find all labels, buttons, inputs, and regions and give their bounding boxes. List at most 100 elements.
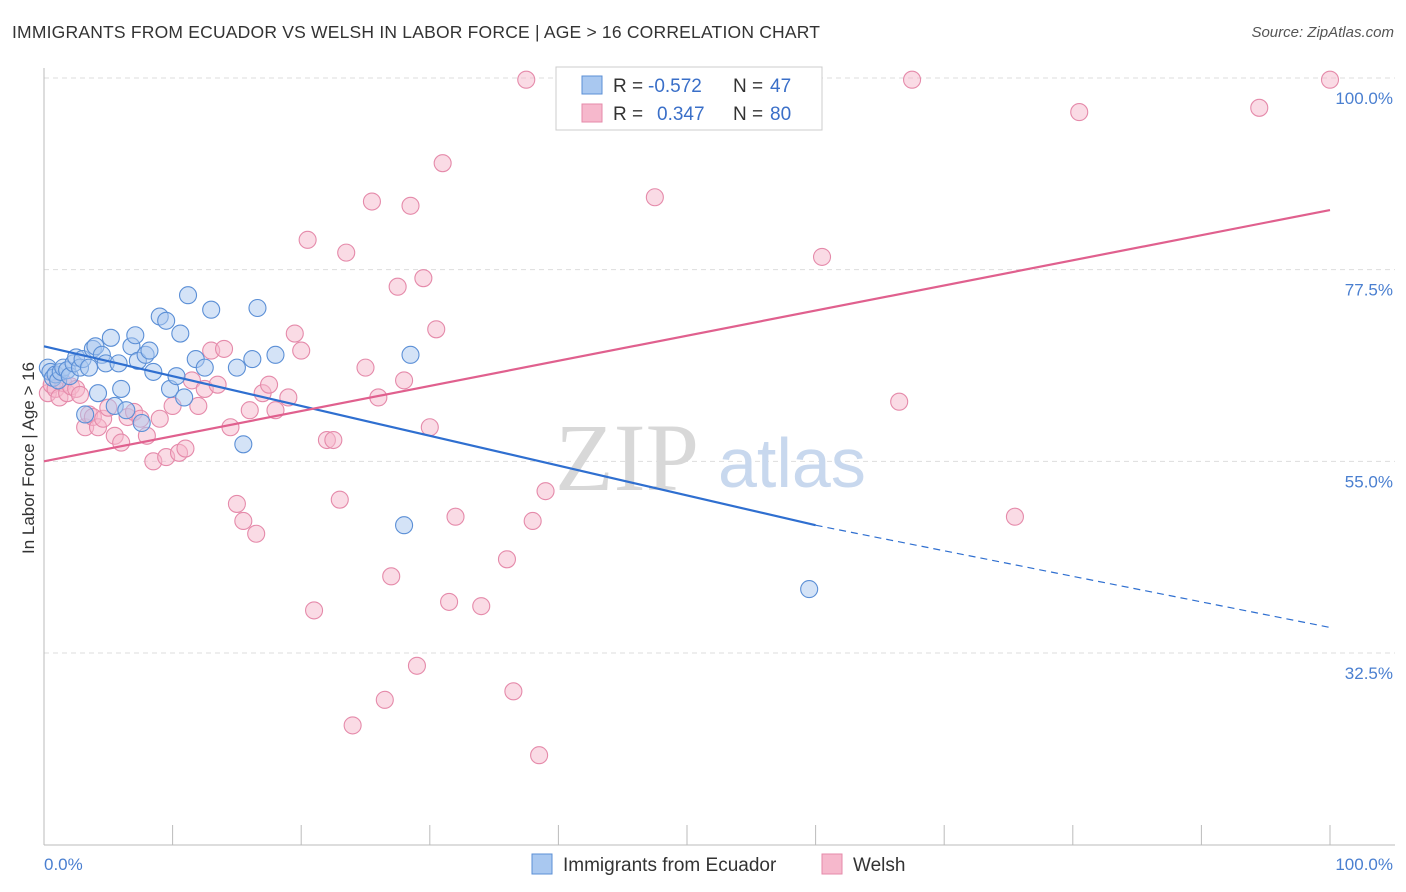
ecuador-point	[234, 435, 253, 454]
welsh-point	[1070, 103, 1089, 122]
watermark-zip: ZIP	[555, 404, 699, 511]
welsh-point	[221, 418, 240, 437]
y-tick-label: 100.0%	[1335, 89, 1393, 108]
x-tick-label: 0.0%	[44, 855, 83, 874]
welsh-point	[356, 358, 375, 377]
ecuador-point	[76, 405, 95, 424]
trend-lines	[43, 208, 1331, 629]
ecuador-trend-line	[43, 345, 816, 527]
ecuador-point	[800, 580, 819, 599]
ecuador-point	[243, 350, 262, 369]
ecuador-point	[395, 516, 414, 535]
welsh-point	[234, 511, 253, 531]
y-tick-label: 77.5%	[1345, 281, 1393, 300]
ecuador-trend-extension	[815, 524, 1331, 629]
ecuador-point	[175, 388, 194, 407]
stats-legend: R = -0.572 N = 47 R = 0.347 N = 80	[555, 66, 823, 131]
welsh-point	[645, 188, 664, 207]
x-tick-label: 100.0%	[1335, 855, 1393, 874]
welsh-point	[812, 247, 832, 266]
legend-label-ecuador: Immigrants from Ecuador	[563, 855, 777, 876]
welsh-point	[890, 392, 909, 411]
ecuador-point	[157, 311, 176, 330]
ecuador-point	[132, 413, 151, 433]
welsh-point	[292, 341, 311, 360]
ecuador-point	[117, 401, 136, 420]
welsh-point	[902, 70, 922, 89]
tick-labels: 32.5% 55.0% 77.5% 100.0% 0.0% 100.0%	[44, 89, 1393, 874]
legend-n-label-ecuador: N =	[733, 76, 763, 97]
series-legend: Immigrants from Ecuador Welsh	[531, 853, 905, 876]
welsh-point	[382, 567, 401, 586]
legend-r-label-welsh: R =	[613, 104, 643, 125]
welsh-point	[388, 277, 407, 296]
welsh-point	[420, 418, 439, 437]
ecuador-point	[401, 345, 420, 364]
welsh-point	[1320, 70, 1340, 89]
chart-title: IMMIGRANTS FROM ECUADOR VS WELSH IN LABO…	[12, 22, 821, 42]
ecuador-point	[266, 345, 285, 364]
welsh-point	[227, 494, 246, 513]
legend-label-welsh: Welsh	[853, 855, 905, 876]
welsh-point	[517, 70, 536, 89]
legend-r-label-ecuador: R =	[613, 76, 643, 97]
welsh-point	[472, 597, 491, 616]
welsh-point	[176, 439, 195, 458]
ecuador-points	[38, 286, 819, 599]
welsh-point	[247, 524, 266, 543]
ecuador-point	[79, 358, 99, 377]
welsh-point	[497, 550, 517, 569]
y-tick-label: 55.0%	[1345, 472, 1393, 491]
ecuador-point	[195, 358, 214, 377]
welsh-point	[530, 746, 549, 765]
welsh-point	[285, 324, 304, 343]
y-axis-label: In Labor Force | Age > 16	[19, 362, 38, 554]
welsh-point	[112, 433, 131, 452]
ecuador-point	[88, 384, 108, 403]
welsh-point	[504, 682, 523, 701]
legend-swatch-ecuador-bottom	[531, 853, 553, 875]
welsh-point	[1005, 507, 1024, 526]
welsh-point	[150, 409, 169, 428]
ecuador-point	[202, 300, 221, 319]
welsh-point	[446, 507, 465, 526]
ecuador-point	[227, 358, 246, 377]
welsh-point	[305, 601, 324, 620]
ecuador-point	[101, 328, 120, 347]
welsh-point	[259, 375, 279, 394]
watermark-atlas: atlas	[718, 424, 866, 502]
grid-lines	[44, 77, 1395, 654]
ecuador-point	[126, 326, 145, 345]
welsh-point	[240, 401, 259, 420]
welsh-point	[324, 430, 343, 450]
welsh-point	[523, 511, 542, 531]
welsh-point	[189, 396, 208, 416]
welsh-point	[414, 269, 433, 288]
ecuador-point	[140, 341, 159, 360]
ecuador-point	[171, 324, 190, 343]
y-tick-label: 32.5%	[1345, 664, 1393, 683]
welsh-point	[407, 656, 426, 675]
legend-swatch-welsh-bottom	[821, 853, 843, 875]
welsh-point	[375, 690, 394, 709]
welsh-point	[337, 243, 356, 262]
welsh-trend-line	[43, 208, 1331, 463]
legend-n-label-welsh: N =	[733, 104, 763, 125]
chart-source: Source: ZipAtlas.com	[1251, 24, 1394, 41]
legend-r-value-welsh: 0.347	[657, 104, 705, 125]
ecuador-point	[178, 286, 198, 305]
ecuador-point	[112, 379, 131, 398]
welsh-point	[395, 371, 414, 390]
welsh-point	[343, 716, 362, 735]
ecuador-point	[248, 298, 267, 318]
welsh-point	[70, 385, 90, 404]
legend-n-value-welsh: 80	[770, 104, 791, 125]
axes	[43, 68, 1395, 846]
legend-n-value-ecuador: 47	[770, 76, 791, 97]
welsh-point	[298, 230, 317, 249]
welsh-point	[330, 490, 349, 509]
legend-r-value-ecuador: -0.572	[648, 76, 702, 97]
welsh-point	[362, 192, 381, 211]
welsh-point	[427, 320, 446, 339]
